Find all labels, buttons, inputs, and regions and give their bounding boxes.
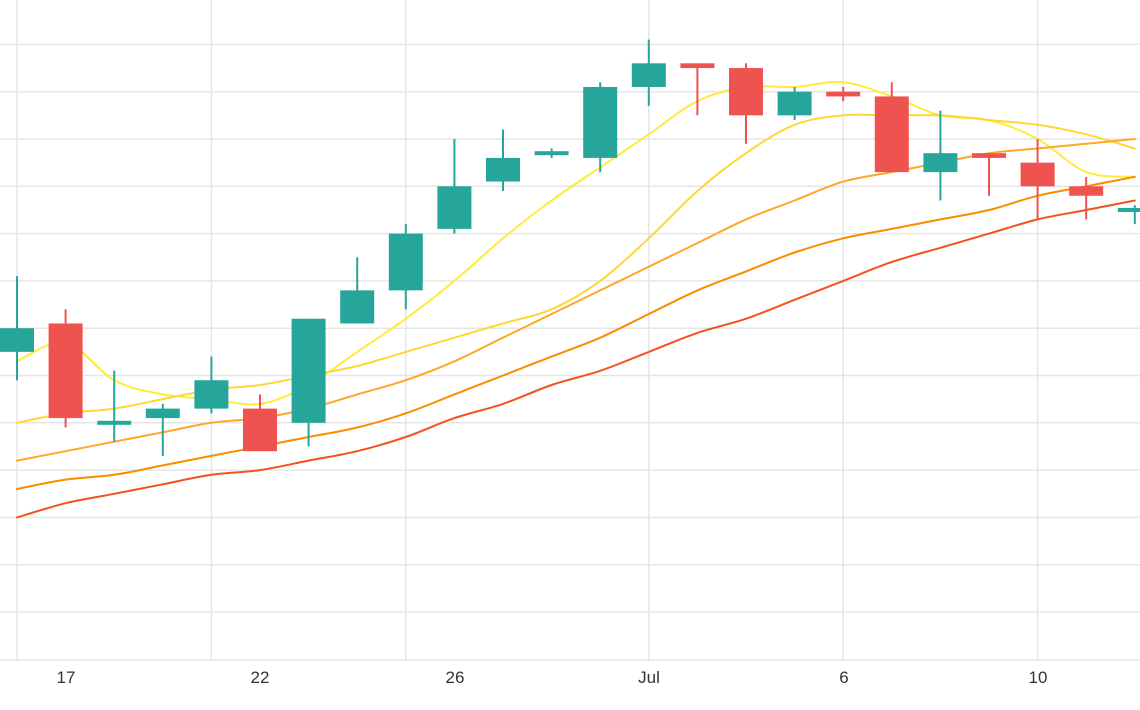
candle [826,86,861,102]
candle [437,139,472,234]
x-tick-label: 22 [251,668,270,687]
candle-body [729,68,763,116]
candles [0,39,1140,456]
candle [291,318,326,447]
candle-body [680,63,715,69]
candle [777,86,812,121]
candle-body [826,91,861,97]
candle [923,110,958,201]
candle-body [145,408,180,419]
x-tick-label: 6 [839,668,848,687]
candle-body [97,420,132,425]
candle [874,82,909,173]
moving-average-line [16,138,1136,462]
candle-body [777,91,812,116]
candle-body [534,151,569,156]
candle-body [1069,186,1104,196]
candle [1069,176,1104,220]
candle-body [48,323,83,419]
moving-average-lines [16,80,1136,519]
candle-body [923,153,958,173]
candle [0,276,34,381]
moving-average-line [16,80,1136,406]
candle [680,63,715,116]
candle [388,224,423,310]
candle [972,153,1006,196]
candle [194,356,229,414]
candle-body [631,63,666,87]
x-tick-label: Jul [638,668,660,687]
x-axis: 17 22 26 Jul 6 10 [57,668,1048,687]
candle-body [972,153,1006,158]
moving-average-line [16,199,1136,519]
candle [243,394,277,452]
candle [97,370,132,442]
moving-average-line [16,175,1136,490]
candle [631,39,666,106]
candle-body [486,157,520,182]
candle-body [194,380,229,409]
candle-body [340,290,375,324]
candle-body [0,328,34,352]
candle [48,309,83,428]
moving-average-line [16,113,1136,424]
candle [340,257,375,324]
candle [534,148,569,158]
candle-body [388,233,423,291]
candle-body [1020,162,1055,187]
chart-grid [0,0,1140,661]
x-tick-label: 10 [1029,668,1048,687]
candle [729,63,763,144]
x-tick-label: 17 [57,668,76,687]
x-tick-label: 26 [446,668,465,687]
candle [486,129,520,192]
candle-body [1117,207,1140,212]
candle [1020,139,1055,220]
candle-body [437,186,472,229]
candle-body [583,86,618,158]
candle-body [243,408,277,452]
candle [1117,205,1140,225]
candle-body [291,318,326,423]
candle-body [874,96,909,173]
candle [145,403,180,456]
candle [583,82,618,173]
